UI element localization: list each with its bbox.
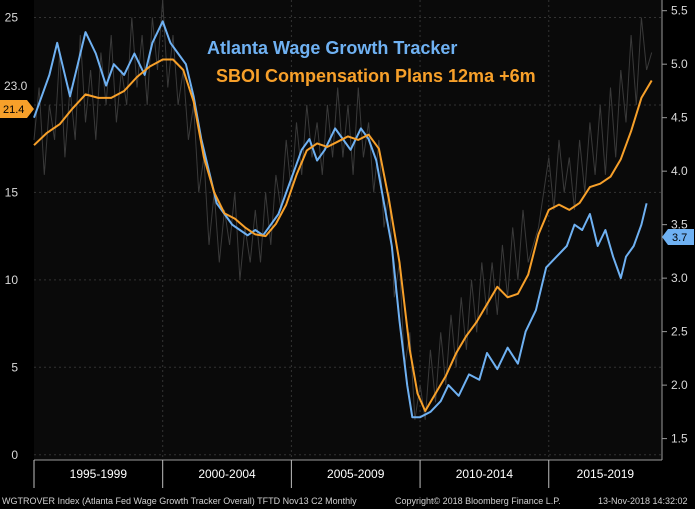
right-tick-3: 3.0	[671, 271, 688, 285]
right-tick-4: 3.5	[671, 218, 688, 232]
grid-lines	[34, 0, 662, 460]
raw-series-line	[33, 0, 653, 420]
left-tick-3: 15	[5, 185, 19, 199]
footer-timestamp: 13-Nov-2018 14:32:02	[598, 496, 688, 506]
right-tick-5: 4.0	[671, 164, 688, 178]
chart-title-line-1: Atlanta Wage Growth Tracker	[207, 38, 457, 58]
sboi-compensation-line	[33, 58, 653, 412]
x-tick-2: 2005-2009	[327, 467, 385, 481]
wage-series-layer	[33, 20, 648, 419]
right-axis: 1.5 2.0 2.5 3.0 3.5 4.0 4.5 5.0 5.5	[661, 0, 688, 460]
right-badge-shape	[662, 229, 694, 245]
right-badge-value: 3.7	[672, 232, 687, 244]
left-badge-shape	[0, 100, 34, 118]
left-badge-smoothed: 21.4	[0, 100, 34, 118]
x-tick-3: 2010-2014	[456, 467, 514, 481]
footer-copyright: Copyright© 2018 Bloomberg Finance L.P.	[395, 496, 561, 506]
left-tick-1: 5	[11, 360, 18, 374]
right-tick-8: 5.5	[671, 4, 688, 18]
sboi-series-layer	[33, 58, 653, 412]
left-tick-2: 10	[5, 273, 19, 287]
x-axis: 1995-1999 2000-2004 2005-2009 2010-2014 2015…	[33, 459, 662, 488]
chart-title-line-2: SBOI Compensation Plans 12ma +6m	[216, 66, 536, 86]
right-badge-wage: 3.7	[662, 229, 694, 245]
x-tick-4: 2015-2019	[577, 467, 635, 481]
left-tick-0: 0	[11, 448, 18, 462]
raw-series-layer	[33, 0, 653, 420]
left-tick-5: 25	[5, 10, 19, 24]
right-tick-6: 4.5	[671, 111, 688, 125]
footer-source: WGTROVER Index (Atlanta Fed Wage Growth …	[2, 496, 357, 506]
left-label-raw-last: 23.0	[4, 79, 28, 93]
left-badge-value: 21.4	[3, 104, 24, 116]
right-tick-7: 5.0	[671, 57, 688, 71]
right-tick-1: 2.0	[671, 378, 688, 392]
x-tick-0: 1995-1999	[70, 467, 128, 481]
x-tick-1: 2000-2004	[198, 467, 256, 481]
right-tick-2: 2.5	[671, 325, 688, 339]
right-tick-0: 1.5	[671, 432, 688, 446]
wage-growth-line	[33, 20, 648, 419]
